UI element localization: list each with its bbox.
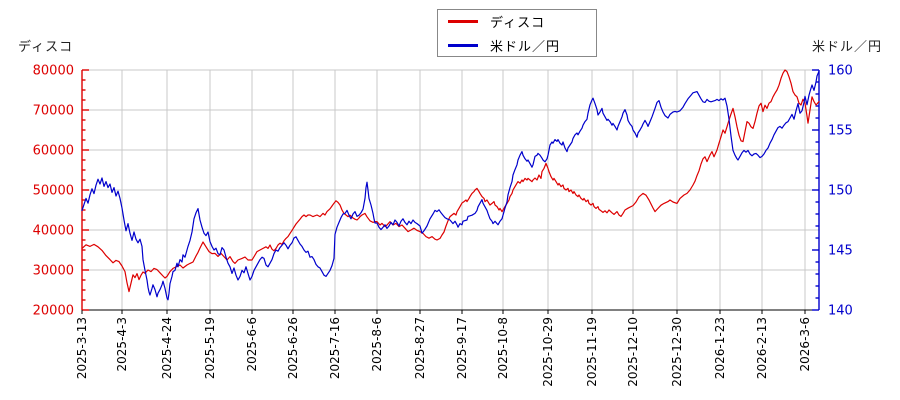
x-axis-tick-label: 2025-11-19: [585, 317, 599, 387]
x-axis-tick-label: 2025-5-19: [203, 317, 217, 379]
left-axis-tick-label: 60000: [33, 144, 74, 159]
x-axis-tick-label: 2025-8-6: [370, 317, 384, 371]
left-axis-title: ディスコ: [18, 40, 74, 55]
x-axis-tick-label: 2025-7-16: [328, 317, 342, 379]
left-axis-tick-label: 70000: [33, 104, 74, 119]
series-usdjpy-line: [81, 70, 820, 301]
right-axis-tick-label: 145: [828, 244, 853, 259]
legend: ディスコ 米ドル／円: [437, 9, 597, 57]
series-disco-line: [81, 69, 820, 293]
x-axis-tick-label: 2025-12-30: [670, 317, 684, 387]
x-axis-tick-label: 2025-12-10: [626, 317, 640, 387]
legend-swatch-usdjpy: [448, 43, 478, 47]
right-axis-title: 米ドル／円: [811, 40, 882, 55]
x-axis-tick-label: 2025-9-17: [455, 317, 469, 379]
legend-label-disco: ディスコ: [490, 15, 546, 31]
right-axis-tick-label: 140: [828, 304, 853, 319]
left-axis-tick-label: 30000: [33, 264, 74, 279]
x-axis-tick-label: 2025-3-13: [75, 317, 89, 379]
legend-swatch-disco: [448, 19, 478, 23]
legend-item-usdjpy: 米ドル／円: [438, 36, 596, 55]
x-axis-tick-label: 2025-10-29: [541, 317, 555, 387]
right-axis-tick-label: 150: [828, 184, 853, 199]
left-axis-tick-label: 80000: [33, 64, 74, 79]
right-axis-tick-label: 155: [828, 124, 853, 139]
x-axis-tick-label: 2025-4-3: [115, 317, 129, 371]
x-axis-tick-label: 2026-3-6: [798, 317, 812, 371]
right-axis-tick-label: 160: [828, 64, 853, 79]
x-axis-tick-label: 2025-6-26: [286, 317, 300, 379]
left-axis-tick-label: 50000: [33, 184, 74, 199]
x-axis-tick-label: 2025-10-8: [496, 317, 510, 379]
legend-label-usdjpy: 米ドル／円: [490, 39, 561, 55]
left-axis-tick-label: 20000: [33, 304, 74, 319]
x-axis-tick-label: 2025-6-6: [245, 317, 259, 371]
legend-item-disco: ディスコ: [438, 12, 596, 31]
x-axis-tick-label: 2026-2-13: [755, 317, 769, 379]
x-axis-tick-label: 2026-1-23: [713, 317, 727, 379]
x-axis-tick-label: 2025-8-27: [413, 317, 427, 379]
x-axis-tick-label: 2025-4-24: [160, 317, 174, 379]
left-axis-tick-label: 40000: [33, 224, 74, 239]
